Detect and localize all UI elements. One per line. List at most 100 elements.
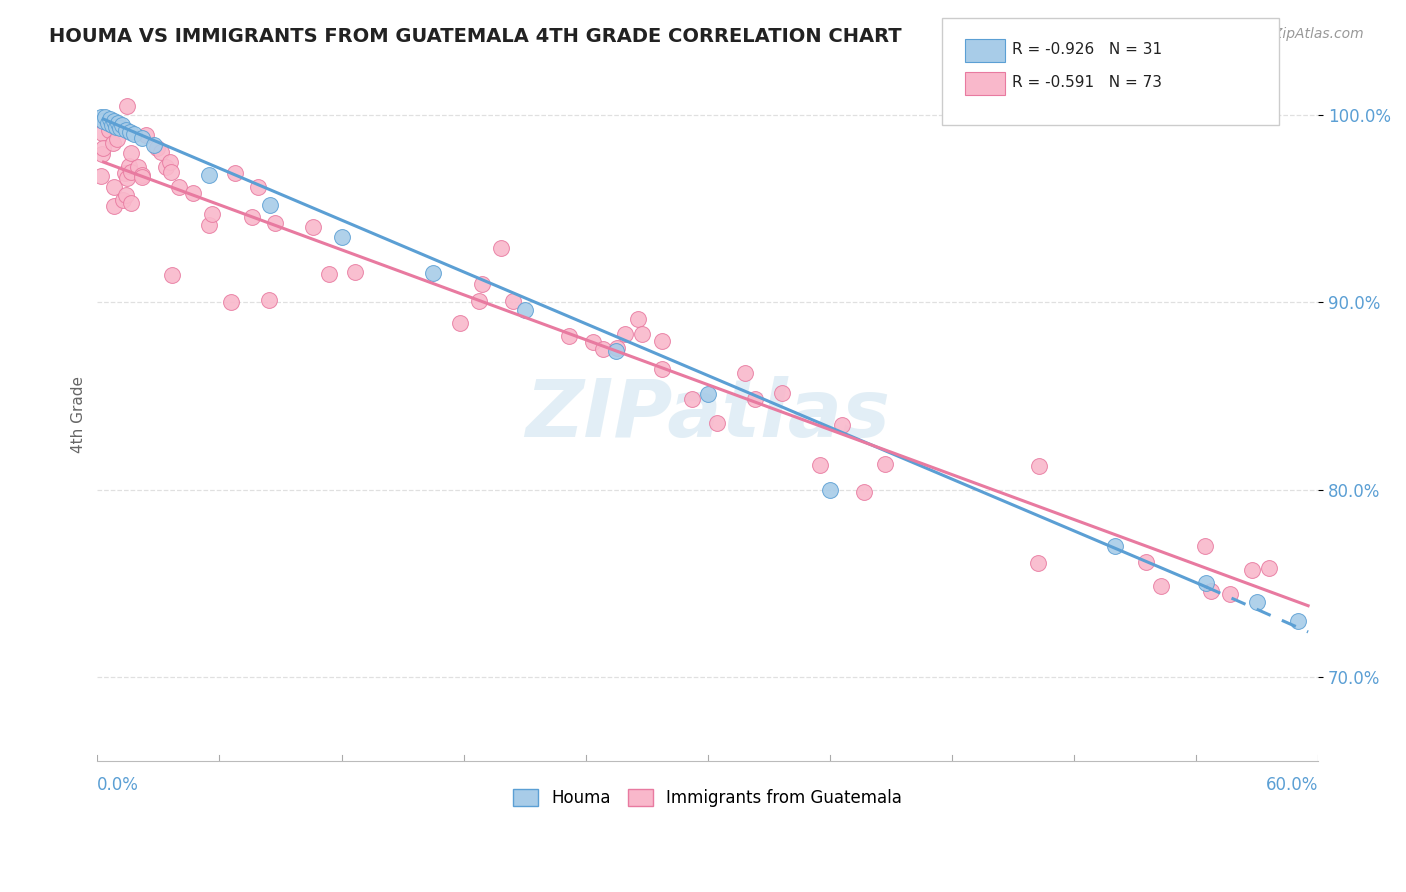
Point <box>104 120 127 134</box>
Text: HOUMA VS IMMIGRANTS FROM GUATEMALA 4TH GRADE CORRELATION CHART: HOUMA VS IMMIGRANTS FROM GUATEMALA 4TH G… <box>49 27 901 45</box>
Point <box>1219 587 1241 601</box>
Point <box>631 327 654 342</box>
Point <box>257 293 280 307</box>
Point <box>1104 539 1126 553</box>
Point <box>468 293 491 308</box>
Point <box>696 387 718 401</box>
Point <box>1246 595 1268 609</box>
Point <box>114 166 136 180</box>
Point <box>90 146 112 161</box>
Point <box>831 417 853 432</box>
Point <box>1194 539 1216 553</box>
Text: R = -0.591   N = 73: R = -0.591 N = 73 <box>1012 76 1163 90</box>
Point <box>1135 555 1157 569</box>
Point <box>145 141 167 155</box>
Point <box>120 164 142 178</box>
Point <box>201 207 224 221</box>
Point <box>264 216 287 230</box>
Point <box>1327 632 1350 647</box>
Point <box>100 118 122 132</box>
Point <box>734 366 756 380</box>
Point <box>491 241 513 255</box>
Point <box>115 99 138 113</box>
Point <box>558 328 581 343</box>
Point <box>131 168 153 182</box>
Legend: Houma, Immigrants from Guatemala: Houma, Immigrants from Guatemala <box>505 780 911 815</box>
Point <box>135 128 157 142</box>
Point <box>122 127 145 141</box>
Point <box>1201 584 1223 599</box>
Point <box>103 114 125 128</box>
Point <box>224 165 246 179</box>
Point <box>103 136 125 150</box>
Text: Source: ZipAtlas.com: Source: ZipAtlas.com <box>1216 27 1364 41</box>
Point <box>159 155 181 169</box>
Point <box>118 125 141 139</box>
Point <box>259 198 281 212</box>
Point <box>1195 576 1218 591</box>
Point <box>117 170 139 185</box>
Point <box>111 118 134 132</box>
Point <box>98 112 121 126</box>
Point <box>1368 651 1391 665</box>
Text: R = -0.926   N = 31: R = -0.926 N = 31 <box>1012 43 1163 57</box>
Point <box>162 268 184 282</box>
Point <box>471 277 494 291</box>
Point <box>120 146 142 161</box>
Point <box>240 210 263 224</box>
Point <box>651 334 673 348</box>
Point <box>111 194 134 208</box>
Point <box>1026 556 1049 570</box>
Point <box>706 416 728 430</box>
Point <box>1240 563 1263 577</box>
Point <box>582 334 605 349</box>
Point <box>160 165 183 179</box>
Point <box>94 110 117 124</box>
Point <box>606 341 628 355</box>
Point <box>117 159 139 173</box>
Point <box>770 386 793 401</box>
Point <box>96 116 118 130</box>
Point <box>143 138 166 153</box>
Point <box>614 326 637 341</box>
Point <box>115 123 138 137</box>
Text: 0.0%: 0.0% <box>97 776 139 794</box>
Point <box>90 110 112 124</box>
Point <box>93 114 115 128</box>
Point <box>1286 614 1309 628</box>
Point <box>1028 458 1050 473</box>
Point <box>91 126 114 140</box>
Point <box>167 180 190 194</box>
Point <box>513 303 536 318</box>
Point <box>127 160 149 174</box>
Point <box>502 294 524 309</box>
Point <box>97 123 120 137</box>
Point <box>592 342 614 356</box>
Point <box>301 219 323 234</box>
Point <box>181 186 204 200</box>
Point <box>1150 579 1173 593</box>
Point <box>107 116 129 130</box>
Point <box>131 130 153 145</box>
Point <box>873 457 896 471</box>
Point <box>818 483 841 497</box>
Point <box>221 294 243 309</box>
Point <box>627 311 650 326</box>
Point <box>808 458 831 472</box>
Point <box>681 392 703 406</box>
Point <box>744 392 766 406</box>
Point <box>103 199 125 213</box>
Point <box>344 265 367 279</box>
Point <box>651 361 673 376</box>
Point <box>155 160 177 174</box>
Text: ZIPatlas: ZIPatlas <box>526 376 890 454</box>
Point <box>120 196 142 211</box>
Point <box>605 344 627 359</box>
Point <box>131 169 153 184</box>
Point <box>422 266 444 280</box>
Point <box>103 180 125 194</box>
Point <box>108 121 131 136</box>
Point <box>90 169 112 184</box>
Point <box>449 316 471 330</box>
Text: 60.0%: 60.0% <box>1265 776 1319 794</box>
